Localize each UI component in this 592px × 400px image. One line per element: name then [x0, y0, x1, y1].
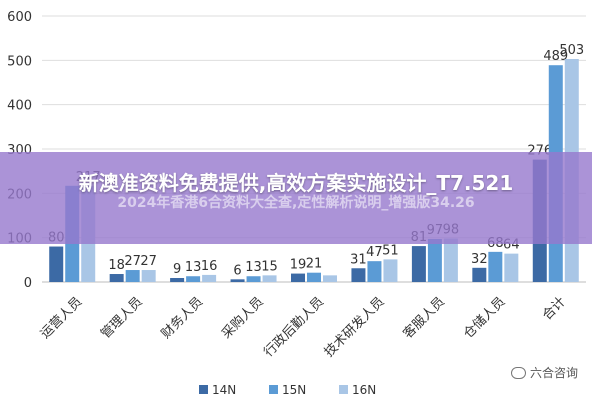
bar [367, 261, 382, 282]
data-label: 9 [173, 262, 181, 277]
overlay-banner [0, 152, 592, 244]
wechat-icon [510, 366, 526, 379]
bar [411, 246, 426, 282]
bar [443, 238, 458, 282]
x-tick-label: 客服人员 [400, 294, 448, 342]
bar [125, 270, 140, 282]
watermark: 六合咨询 [510, 364, 578, 381]
x-tick-label: 仓储人员 [461, 294, 508, 341]
x-tick-label: 财务人员 [158, 294, 206, 342]
bar [109, 274, 124, 282]
bar [170, 278, 185, 282]
data-label: 489 [543, 49, 568, 64]
bar [262, 275, 277, 282]
watermark-text: 六合咨询 [529, 366, 578, 380]
bar [141, 270, 156, 282]
bar [383, 259, 398, 282]
overlay-title: 新澳准资料免费提供,高效方案实施设计_T7.521 [78, 171, 514, 195]
data-label: 19 [290, 258, 307, 273]
bar [186, 276, 201, 282]
x-tick-label: 管理人员 [98, 294, 145, 341]
data-label: 32 [471, 252, 488, 267]
bar [351, 268, 366, 282]
data-label: 13 [185, 260, 202, 275]
bar [49, 246, 64, 282]
bar [504, 253, 519, 282]
y-tick-label: 500 [7, 54, 32, 69]
x-tick-label: 技术研发人员 [321, 294, 387, 360]
bar [246, 276, 261, 282]
x-tick-label: 运营人员 [38, 294, 85, 341]
data-label: 21 [306, 257, 323, 272]
data-label: 51 [382, 243, 399, 258]
data-label: 16 [201, 259, 218, 274]
data-label: 27 [140, 254, 157, 269]
x-tick-label: 合计 [540, 294, 569, 323]
bar [307, 272, 321, 282]
x-tick-label: 采购人员 [219, 294, 267, 342]
data-label: 47 [366, 245, 383, 260]
legend-swatch [269, 385, 278, 394]
overlay-subtitle: 2024年香港6合资料大全查,定性解析说明_增强版34.26 [117, 195, 475, 211]
data-label: 13 [245, 260, 262, 275]
y-tick-label: 400 [7, 99, 32, 114]
data-label: 18 [108, 258, 125, 273]
legend-swatch [199, 385, 208, 394]
bar [291, 273, 305, 282]
data-label: 15 [261, 259, 278, 274]
data-label: 27 [124, 254, 141, 269]
legend-label: 14N [212, 383, 236, 397]
bar [427, 238, 442, 282]
legend-swatch [339, 385, 348, 394]
data-label: 6 [233, 263, 241, 278]
data-label: 31 [350, 252, 367, 267]
y-tick-label: 600 [7, 10, 32, 25]
data-label: 503 [559, 43, 584, 58]
legend-label: 15N [282, 383, 306, 397]
bar [488, 251, 503, 282]
y-tick-label: 0 [24, 276, 32, 291]
legend-label: 16N [352, 383, 376, 397]
bar [230, 279, 245, 282]
x-tick-label: 行政后勤人员 [261, 294, 327, 360]
bar [472, 267, 487, 282]
bar [323, 275, 337, 282]
bar [202, 274, 217, 282]
